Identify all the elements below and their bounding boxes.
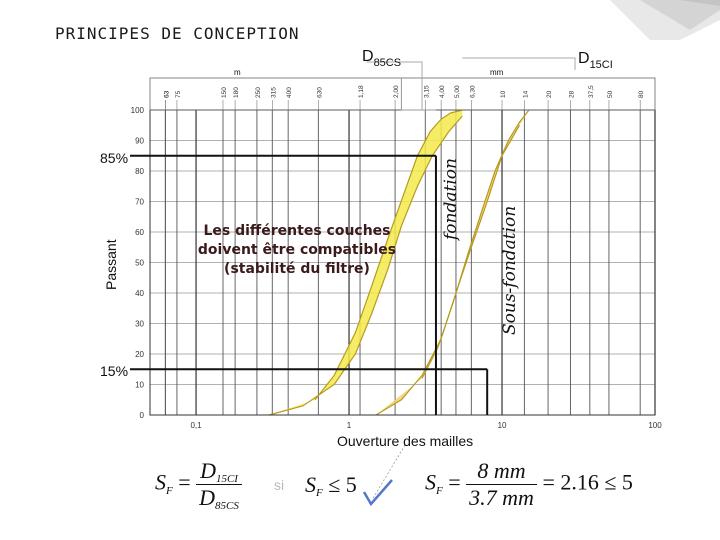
xlabel-leader — [371, 444, 406, 501]
callout-leader-0 — [400, 78, 436, 111]
top-tick-label: 63 — [163, 90, 170, 98]
unit-mm-label: mm — [490, 68, 504, 77]
y-tick-label: 80 — [135, 167, 144, 176]
chart-marks — [130, 57, 576, 501]
filter-compatibility-note: Les différentes couches doivent être com… — [197, 223, 397, 277]
callout-bracket-0 — [366, 61, 423, 110]
marker-15-label: 15% — [100, 363, 129, 379]
band-upper-curve-1 — [421, 109, 530, 379]
check-icon — [362, 479, 393, 507]
top-tick-label: 63 — [163, 90, 170, 98]
y-tick-label: 90 — [135, 137, 144, 146]
band-upper-curve-0 — [314, 109, 463, 401]
top-tick-label: 10 — [500, 90, 507, 98]
band-lower-curve-0 — [268, 115, 463, 416]
top-tick-label: 150 — [221, 87, 228, 98]
si-label: si — [274, 477, 285, 493]
top-tick-label: 75 — [175, 90, 182, 98]
y-tick-label: 30 — [135, 320, 144, 329]
x-tick-label: 100 — [648, 421, 662, 430]
top-tick-label: 3,15 — [423, 85, 430, 98]
unit-m-label: m — [234, 68, 241, 77]
condition-formula: SF ≤ 5 — [305, 472, 357, 499]
y-tick-label: 20 — [135, 350, 144, 359]
top-tick-label: 400 — [286, 87, 293, 98]
corner-decoration — [610, 0, 720, 40]
top-tick-label: 250 — [255, 87, 262, 98]
top-tick-label: 2,00 — [393, 85, 400, 98]
top-tick-label: 4,00 — [439, 85, 446, 98]
top-tick-label: 80 — [638, 90, 645, 98]
band-0 — [269, 110, 463, 415]
y-tick-label: 10 — [135, 381, 144, 390]
filter-ratio-formula: SF = D15CI D85CS — [155, 458, 242, 512]
top-tick-label: 630 — [316, 87, 323, 98]
chart-grid — [150, 109, 656, 416]
y-tick-label: 60 — [135, 228, 144, 237]
top-tick-label: 315 — [270, 87, 277, 98]
marker-85-label: 85% — [100, 150, 129, 166]
page-title: PRINCIPES DE CONCEPTION — [55, 24, 300, 43]
x-tick-label: 10 — [498, 421, 507, 430]
top-tick-label: 37,5 — [588, 85, 595, 98]
grading-bands — [268, 109, 530, 416]
top-tick-label: 1,18 — [358, 85, 365, 98]
band-1 — [375, 110, 529, 415]
x-tick-label: 0,1 — [190, 421, 202, 430]
top-tick-label: 14 — [522, 90, 529, 98]
band-label-fondation: fondation — [441, 158, 461, 240]
top-tick-label: 180 — [233, 87, 240, 98]
top-tick-label: 20 — [546, 90, 553, 98]
y-tick-label: 40 — [135, 289, 144, 298]
callout-bracket-1 — [462, 57, 576, 70]
band-label-sous-fondation: Sous-fondation — [500, 205, 520, 335]
x-tick-label: 1 — [347, 421, 352, 430]
y-tick-label: 100 — [131, 106, 145, 115]
y-tick-label: 70 — [135, 198, 144, 207]
x-axis-label: Ouverture des mailles — [337, 433, 474, 449]
y-axis-label: Passant — [103, 239, 119, 290]
callout-d15ci: D15CI — [578, 50, 613, 71]
y-tick-label: 0 — [140, 411, 145, 420]
callout-d85cs: D85CS — [362, 48, 402, 69]
result-formula: SF = 8 mm 3.7 mm = 2.16 ≤ 5 — [425, 458, 633, 510]
top-tick-label: 5,00 — [454, 85, 461, 98]
top-tick-label: 50 — [607, 90, 614, 98]
top-tick-label: 6,30 — [469, 85, 476, 98]
top-tick-label: 28 — [568, 90, 575, 98]
y-tick-label: 50 — [135, 259, 144, 268]
